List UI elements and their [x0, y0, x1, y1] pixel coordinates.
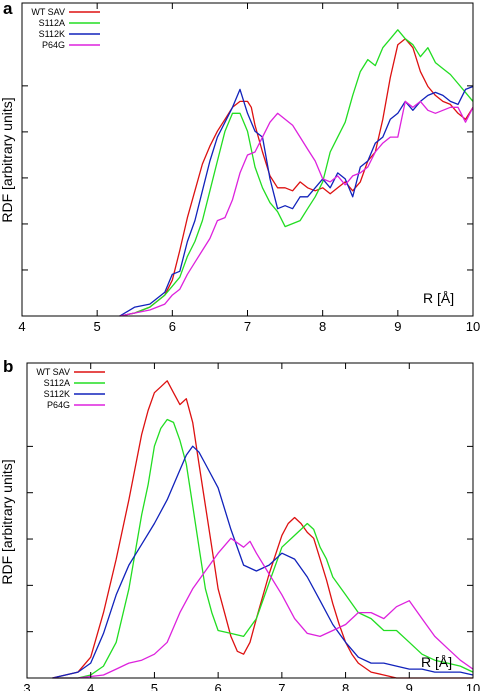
panel-b-series-line-s112a	[52, 418, 474, 679]
panel-b-x-tick-label: 9	[406, 681, 413, 691]
panel-a-legend-label: S112K	[39, 29, 65, 39]
panel-b-series-line-s112k	[52, 445, 474, 679]
panel-a-x-axis-label: R [Å]	[423, 290, 454, 306]
panel-a-y-axis-label: RDF [arbitrary units]	[0, 97, 15, 222]
panel-a-legend-label: P64G	[42, 40, 65, 50]
panel-b-x-tick-label: 4	[87, 681, 94, 691]
panel-b-legend-label: P64G	[47, 400, 70, 410]
panel-a-series-line-wt-sav	[119, 38, 474, 317]
panel-b-x-tick-label: 8	[342, 681, 349, 691]
panel-b-x-tick-label: 10	[466, 681, 480, 691]
panel-a-series-line-s112a	[119, 29, 474, 317]
panel-a-x-tick-label: 8	[319, 319, 326, 334]
panel-a-x-tick-label: 9	[394, 319, 401, 334]
panel-b-legend-label: S112A	[44, 378, 70, 388]
panel-a-x-tick-label: 4	[18, 319, 25, 334]
panel-b-series-line-p64g	[52, 537, 474, 679]
panel-a-letter: a	[3, 0, 13, 18]
panel-b-legend-label: WT SAV	[36, 367, 70, 377]
panel-b-x-tick-label: 5	[151, 681, 158, 691]
panel-b-y-axis-label: RDF [arbitrary units]	[0, 459, 15, 584]
panel-a-x-tick-label: 10	[466, 319, 480, 334]
panel-a-plot-frame	[21, 2, 474, 317]
panel-a-x-tick-label: 7	[244, 319, 251, 334]
panel-b-series-lines	[52, 380, 474, 679]
panel-a-x-tick-label: 6	[169, 319, 176, 334]
panel-b-x-axis-label: R [Å]	[421, 654, 452, 670]
panel-a-x-tick-label: 5	[94, 319, 101, 334]
panel-a-series-line-s112k	[119, 85, 474, 317]
panel-a-legend-label: S112A	[39, 18, 65, 28]
panel-b-letter: b	[3, 357, 13, 376]
panel-b-plot-frame	[26, 362, 474, 679]
panel-a-series-lines	[119, 29, 474, 317]
panel-b-series-line-wt-sav	[52, 380, 473, 679]
panel-a-legend-label: WT SAV	[31, 7, 65, 17]
panel-b-x-tick-label: 6	[215, 681, 222, 691]
panel-b-legend-label: S112K	[44, 389, 70, 399]
panel-b-x-tick-label: 3	[23, 681, 30, 691]
panel-a-series-line-p64g	[119, 100, 474, 317]
panel-b-x-tick-label: 7	[278, 681, 285, 691]
